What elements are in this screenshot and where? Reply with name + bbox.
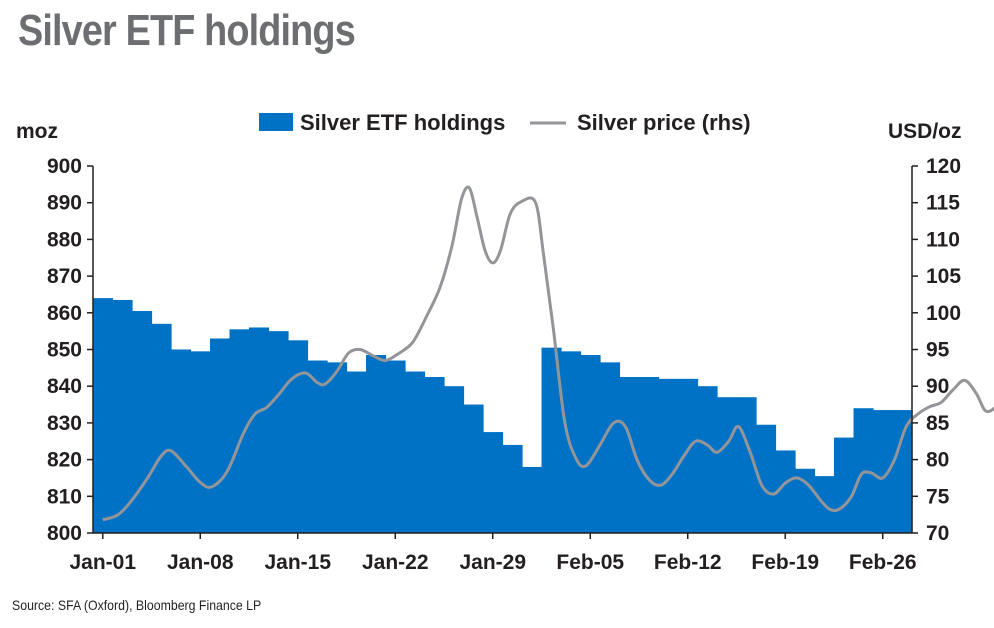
x-tick-label: Jan-01 <box>69 551 136 574</box>
etf-holdings-bar <box>600 362 621 533</box>
right-tick-label: 120 <box>926 155 961 178</box>
etf-holdings-bar <box>268 331 289 533</box>
left-tick-label: 880 <box>47 228 82 251</box>
left-tick-label: 840 <box>47 375 82 398</box>
legend-label-line: Silver price (rhs) <box>577 110 751 135</box>
etf-holdings-bar <box>210 338 231 533</box>
etf-holdings-bar <box>444 386 465 533</box>
etf-holdings-bar <box>327 362 348 533</box>
left-tick-label: 890 <box>47 192 82 215</box>
etf-holdings-bar <box>151 323 172 533</box>
etf-holdings-bar <box>229 329 250 533</box>
right-tick-label: 95 <box>926 339 950 362</box>
right-tick-label: 70 <box>926 522 949 545</box>
legend-label-bars: Silver ETF holdings <box>300 110 505 135</box>
etf-holdings-bar <box>541 347 562 533</box>
etf-holdings-bar <box>834 437 855 533</box>
etf-holdings-bar <box>775 450 796 533</box>
axes-layer: 800 810 820 830 840 850 860 870 880 890 900 70 75 80 8… <box>47 155 961 574</box>
etf-holdings-bar <box>873 410 894 533</box>
etf-holdings-bar <box>249 327 270 533</box>
x-tick-label: Jan-08 <box>167 551 234 574</box>
right-tick-label: 85 <box>926 412 950 435</box>
left-tick-label: 870 <box>47 265 82 288</box>
legend-swatch-bars <box>259 113 293 131</box>
right-tick-label: 90 <box>926 375 949 398</box>
right-tick-label: 80 <box>926 449 949 472</box>
line-layer <box>102 185 994 522</box>
x-tick-label: Jan-29 <box>459 551 526 574</box>
chart-title: Silver ETF holdings <box>18 6 356 55</box>
x-tick-label: Feb-12 <box>654 551 722 574</box>
etf-holdings-bar <box>93 298 114 533</box>
etf-holdings-bar <box>639 377 660 533</box>
left-tick-label: 850 <box>47 339 82 362</box>
left-tick-label: 860 <box>47 302 82 325</box>
etf-holdings-bar <box>405 371 426 533</box>
etf-holdings-bar <box>717 397 738 533</box>
left-tick-label: 810 <box>47 485 82 508</box>
left-tick-label: 820 <box>47 449 82 472</box>
etf-holdings-bar <box>619 377 640 533</box>
bars-layer <box>93 298 913 533</box>
right-tick-label: 105 <box>926 265 961 288</box>
etf-holdings-bar <box>346 371 367 533</box>
left-tick-label: 900 <box>47 155 82 178</box>
left-tick-label: 800 <box>47 522 82 545</box>
x-tick-label: Feb-19 <box>751 551 819 574</box>
etf-holdings-bar <box>288 340 309 533</box>
etf-holdings-bar <box>678 378 699 533</box>
right-tick-label: 75 <box>926 485 950 508</box>
etf-holdings-bar <box>385 360 406 533</box>
x-tick-label: Feb-26 <box>849 551 917 574</box>
etf-holdings-bar <box>756 424 777 533</box>
legend: Silver ETF holdings Silver price (rhs) <box>259 110 751 135</box>
silver-price-line <box>102 185 994 522</box>
etf-holdings-bar <box>522 466 543 533</box>
right-axis-unit-label: USD/oz <box>888 120 962 143</box>
x-tick-label: Jan-15 <box>264 551 331 574</box>
etf-holdings-bar <box>112 299 133 533</box>
right-tick-label: 115 <box>926 192 960 215</box>
etf-holdings-bar <box>171 349 192 533</box>
etf-holdings-bar <box>580 355 601 533</box>
etf-holdings-bar <box>483 432 504 533</box>
left-tick-label: 830 <box>47 412 82 435</box>
etf-holdings-bar <box>190 351 211 533</box>
x-tick-label: Jan-22 <box>362 551 429 574</box>
etf-holdings-bar <box>658 378 679 533</box>
etf-holdings-bar <box>853 408 874 533</box>
etf-holdings-bar <box>892 410 913 533</box>
right-tick-label: 100 <box>926 302 961 325</box>
etf-holdings-bar <box>366 355 387 533</box>
left-axis-unit-label: moz <box>16 120 58 143</box>
etf-holdings-bar <box>307 360 328 533</box>
x-tick-label: Feb-05 <box>556 551 624 574</box>
right-tick-label: 110 <box>926 228 960 251</box>
source-note: Source: SFA (Oxford), Bloomberg Finance … <box>12 597 262 613</box>
etf-holdings-bar <box>502 444 523 533</box>
etf-holdings-bar <box>132 310 153 533</box>
etf-holdings-bar <box>697 386 718 533</box>
etf-holdings-bar <box>463 404 484 533</box>
etf-holdings-bar <box>424 377 445 533</box>
